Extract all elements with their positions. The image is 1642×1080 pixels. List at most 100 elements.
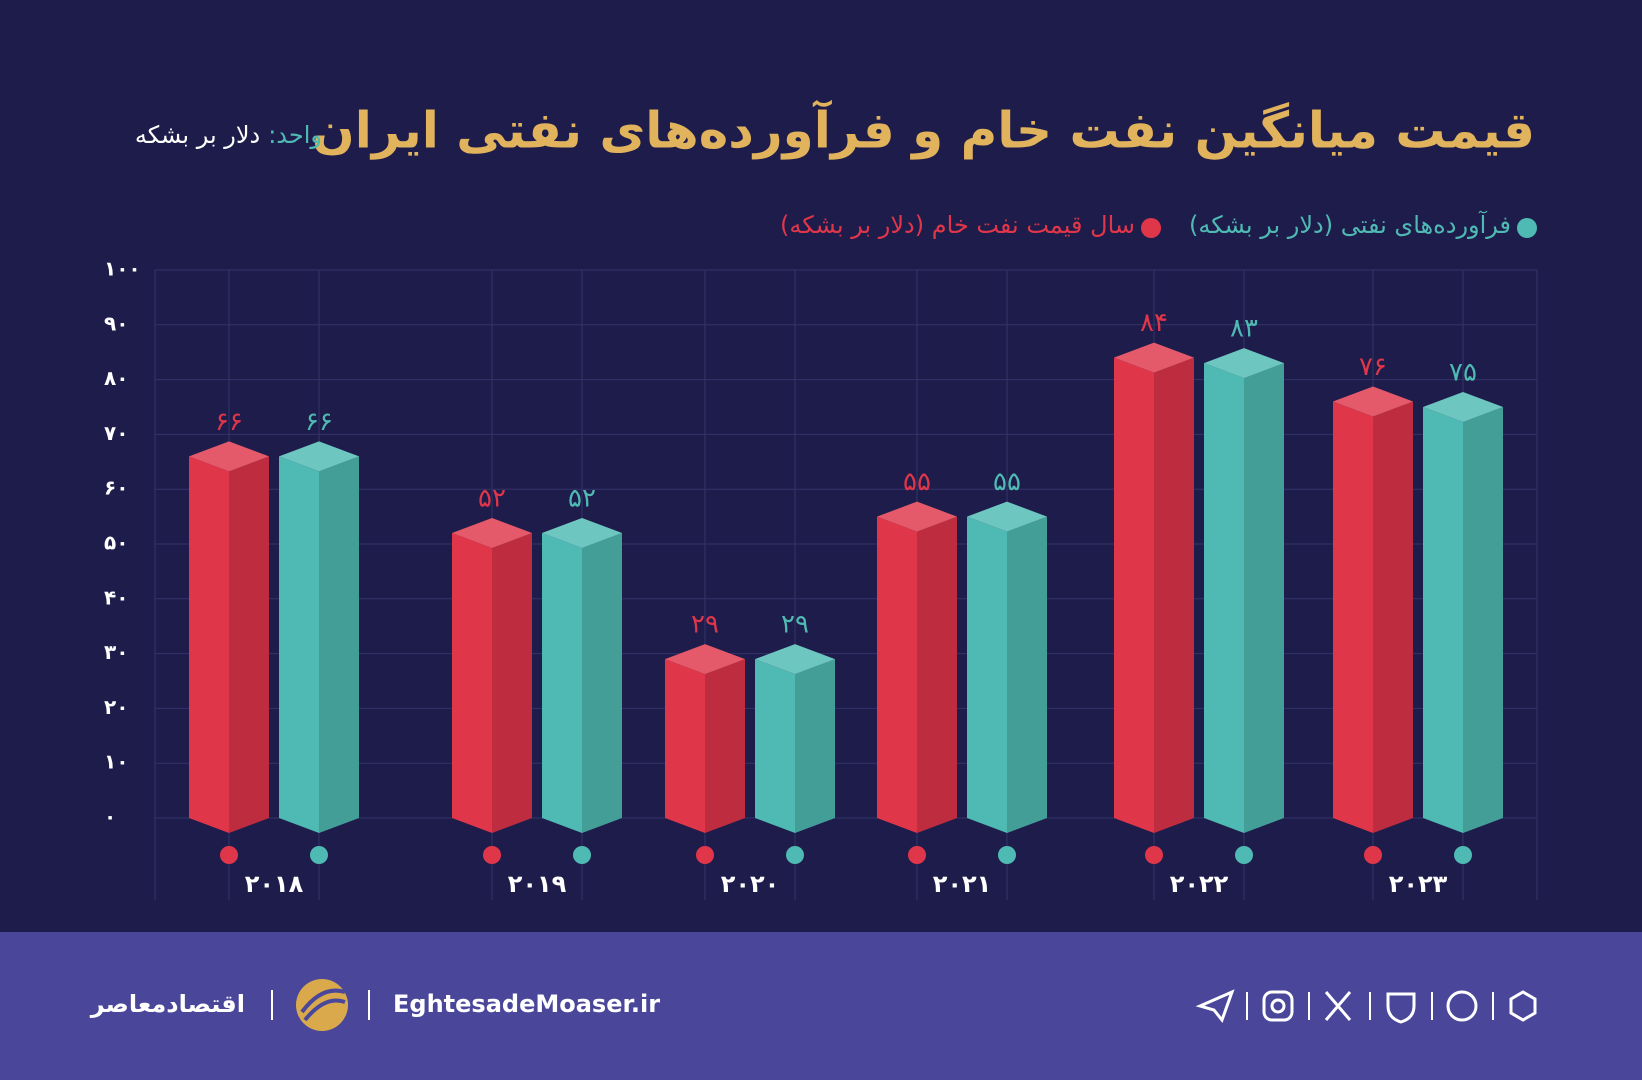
bar-shade xyxy=(917,516,957,833)
y-tick-label: ۹۰ xyxy=(104,311,128,335)
e-icon[interactable] xyxy=(1446,990,1478,1022)
bar-top-light xyxy=(189,441,269,472)
series-dot xyxy=(998,846,1016,864)
value-label: ۲۹ xyxy=(691,610,719,640)
bar xyxy=(877,501,957,833)
bar-shade xyxy=(1373,401,1413,833)
bar xyxy=(279,441,359,833)
series-dot xyxy=(573,846,591,864)
bar-top-light xyxy=(665,644,745,675)
chart-title: قیمت میانگین نفت خام و فرآورده‌های نفتی … xyxy=(312,100,1535,161)
bar-face-right xyxy=(492,533,532,833)
bar-face-left xyxy=(967,516,1007,833)
series-dot xyxy=(310,846,328,864)
value-label: ۵۲ xyxy=(478,484,506,514)
y-tick-label: ۳۰ xyxy=(104,640,128,664)
bar-top xyxy=(1204,348,1284,379)
series-dot xyxy=(786,846,804,864)
y-tick-label: ۴۰ xyxy=(104,585,128,609)
bar-shade xyxy=(319,456,359,833)
bar-top-light xyxy=(1204,348,1284,379)
bar-face-right xyxy=(582,533,622,833)
bar-face-left xyxy=(665,659,705,833)
x-icon[interactable] xyxy=(1324,991,1352,1021)
bar-shade xyxy=(582,533,622,833)
bar-top xyxy=(542,518,622,549)
bar-top-light xyxy=(452,518,532,549)
icon-separators xyxy=(1246,992,1494,1020)
bar-top xyxy=(877,501,957,532)
plot: ۰ ۱۰ ۲۰ ۳۰ ۴۰ ۵۰ ۶۰ ۷۰ ۸۰ ۹۰ ۱۰۰ ۶۶ ۵۲ ۲۹ ۵۵ ۸۴ ۷۶ ۶۶ ۵۲ ۲۹… xyxy=(104,210,1538,900)
y-tick-label: ۱۰۰ xyxy=(104,257,141,281)
bar-face-left xyxy=(189,456,229,833)
bar xyxy=(542,518,622,833)
y-tick-label: ۵۰ xyxy=(104,531,128,555)
bar xyxy=(452,518,532,833)
value-label: ۵۲ xyxy=(568,484,596,514)
bar xyxy=(665,644,745,833)
telegram-icon[interactable] xyxy=(1195,989,1235,1024)
series-dot xyxy=(220,846,238,864)
bar-face-right xyxy=(917,516,957,833)
bar-top-light xyxy=(1333,386,1413,417)
bar-top xyxy=(1423,392,1503,422)
bar-top-light xyxy=(542,518,622,549)
bar-face-right xyxy=(1244,363,1284,833)
x-tick-label: ۲۰۱۹ xyxy=(508,870,567,898)
bar-top-light xyxy=(1423,392,1503,422)
bar-shade xyxy=(492,533,532,833)
legend-label: سال قیمت نفت خام (دلار بر بشکه) xyxy=(780,211,1135,239)
bar-face-right xyxy=(1463,407,1503,833)
bar-face-left xyxy=(1204,363,1244,833)
badge-icon[interactable] xyxy=(1386,992,1416,1024)
bar-top-light xyxy=(877,501,957,532)
bar-top xyxy=(452,518,532,549)
bar-top xyxy=(1114,342,1194,373)
bar-face-right xyxy=(1154,357,1194,833)
bar-face-right xyxy=(1007,516,1047,833)
bar-top-light xyxy=(1114,342,1194,373)
bar-top xyxy=(755,644,835,675)
bar xyxy=(1423,392,1503,833)
bar-face-right xyxy=(1373,401,1413,833)
bar-shade xyxy=(1154,357,1194,833)
unit: دلار بر بشکه xyxy=(135,121,260,149)
bar-shade xyxy=(229,456,269,833)
bar xyxy=(1114,342,1194,833)
footer-brand: اقتصادمعاصر xyxy=(90,990,245,1018)
bar-top xyxy=(967,501,1047,532)
x-tick-label: ۲۰۲۰ xyxy=(721,870,780,898)
bar-face-right xyxy=(795,659,835,833)
value-label: ۵۵ xyxy=(993,467,1021,497)
bar-shade xyxy=(1007,516,1047,833)
instagram-icon[interactable] xyxy=(1262,990,1294,1022)
value-label: ۵۵ xyxy=(903,467,931,497)
social-icons xyxy=(1195,989,1537,1024)
bar-shade xyxy=(1463,407,1503,833)
value-label: ۸۳ xyxy=(1230,314,1258,344)
y-tick-label: ۲۰ xyxy=(104,695,128,719)
series-dot xyxy=(483,846,501,864)
bar xyxy=(1333,386,1413,833)
bar xyxy=(755,644,835,833)
bar-shade xyxy=(1244,363,1284,833)
y-tick-label: ۸۰ xyxy=(104,366,128,390)
value-label: ۶۶ xyxy=(305,407,333,437)
bar-shade xyxy=(705,659,745,833)
value-label: ۸۴ xyxy=(1140,308,1168,338)
hex-icon[interactable] xyxy=(1509,990,1537,1022)
bar-face-right xyxy=(229,456,269,833)
bar-top-light xyxy=(279,441,359,472)
x-tick-label: ۲۰۲۱ xyxy=(933,870,992,898)
bar-top xyxy=(279,441,359,472)
bar xyxy=(189,441,269,833)
x-tick-label: ۲۰۲۲ xyxy=(1170,870,1229,898)
legend-dot xyxy=(1141,218,1162,238)
logo-mark xyxy=(300,988,346,1022)
bar-face-left xyxy=(755,659,795,833)
series-dot xyxy=(1145,846,1163,864)
series-dot xyxy=(696,846,714,864)
series-dot xyxy=(1235,846,1253,864)
y-tick-label: ۱۰ xyxy=(104,750,128,774)
